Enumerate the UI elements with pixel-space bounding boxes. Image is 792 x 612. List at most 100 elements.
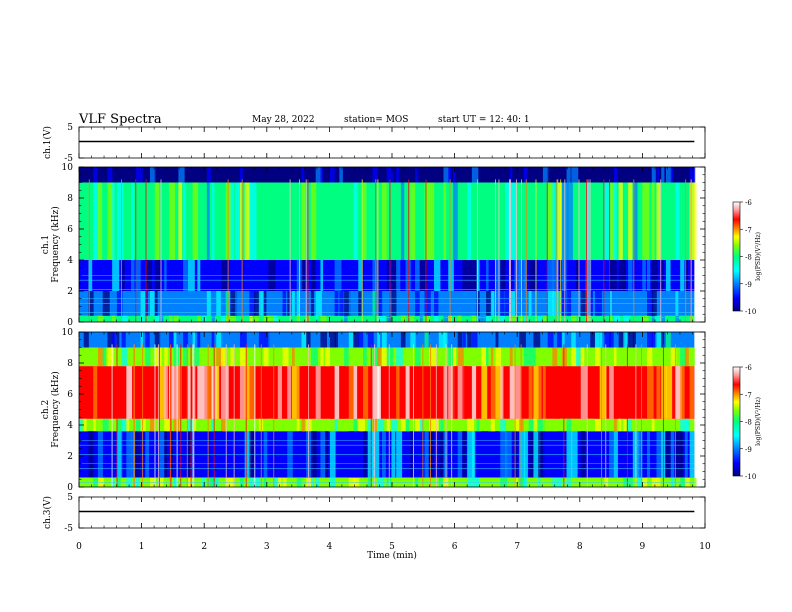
spectrogram-cell bbox=[301, 315, 308, 322]
spectrogram-cell bbox=[613, 418, 617, 432]
spectrogram-cell bbox=[400, 418, 406, 432]
spectrogram-cell bbox=[594, 418, 601, 432]
colorbar-tick-label: -8 bbox=[745, 254, 752, 262]
spectrogram-cell bbox=[386, 418, 390, 432]
spectrogram-cell bbox=[221, 347, 226, 367]
spectrogram-cell bbox=[689, 315, 695, 322]
spectrogram-cell bbox=[623, 332, 628, 348]
spectrogram-cell bbox=[159, 332, 166, 348]
spectrogram-cell bbox=[542, 366, 546, 419]
colorbar-label: log(PSD)(V²/Hz) bbox=[755, 397, 762, 446]
spectrogram-cell bbox=[457, 418, 462, 432]
spectrogram-cell bbox=[594, 167, 602, 183]
spectrogram-cell bbox=[268, 347, 276, 367]
spectrogram-cell bbox=[481, 366, 488, 419]
spectrogram-cell bbox=[514, 418, 521, 432]
spectrogram-cell bbox=[647, 332, 653, 348]
spectrogram-cell bbox=[609, 366, 614, 419]
spectrogram-cell bbox=[566, 182, 573, 260]
spectrogram-cell bbox=[358, 332, 365, 348]
spectrogram-cell bbox=[604, 332, 611, 348]
spectrogram-cell bbox=[254, 315, 260, 322]
spectrogram-cell bbox=[367, 332, 374, 348]
spectrogram-cell bbox=[159, 167, 166, 183]
spectrogram-cell bbox=[680, 347, 687, 367]
spectrogram-cell bbox=[434, 167, 440, 183]
spectrogram-cell bbox=[239, 167, 243, 183]
spectrogram-cell bbox=[609, 315, 613, 322]
spectrogram-cell bbox=[500, 167, 505, 183]
spectrogram-cell bbox=[377, 418, 385, 432]
spectrogram-cell bbox=[599, 167, 603, 183]
spectrogram-cell bbox=[500, 418, 507, 432]
spectrogram-cell bbox=[689, 167, 696, 183]
spectrogram-cell bbox=[538, 315, 543, 322]
x-tick-label: 9 bbox=[640, 542, 646, 552]
y-tick-label: 6 bbox=[67, 225, 73, 235]
spectrogram-cell bbox=[434, 182, 441, 260]
spectrogram-cell bbox=[192, 182, 199, 260]
spectrogram-cell bbox=[339, 418, 347, 432]
spectrogram-cell bbox=[585, 418, 592, 432]
spectrogram-cell bbox=[202, 167, 209, 183]
figure-title: VLF Spectra bbox=[79, 112, 162, 127]
x-tick-label: 6 bbox=[452, 542, 458, 552]
spectrogram-cell bbox=[150, 167, 157, 183]
spectrogram-cell bbox=[481, 315, 487, 322]
spectrogram-cell bbox=[301, 366, 309, 419]
spectrogram-cell bbox=[571, 332, 576, 348]
spectrogram-cell bbox=[613, 315, 621, 322]
spectrogram-cell bbox=[628, 418, 632, 432]
y-tick-label: 6 bbox=[67, 390, 73, 400]
spectrogram-cell bbox=[348, 332, 353, 348]
waveform-frame bbox=[78, 496, 706, 529]
spectrogram-cell bbox=[363, 332, 367, 348]
spectrogram-cell bbox=[216, 315, 219, 322]
spectrogram-cell bbox=[150, 418, 157, 432]
spectrogram-cell bbox=[339, 332, 342, 348]
spectrogram-cell bbox=[102, 418, 109, 432]
spectrogram-cell bbox=[112, 315, 116, 322]
spectrogram-cell bbox=[216, 332, 223, 348]
spectrogram-cell bbox=[154, 315, 161, 322]
spectrogram-cell bbox=[599, 366, 607, 419]
spectrogram-cell bbox=[552, 182, 556, 260]
spectrogram-cell bbox=[405, 332, 410, 348]
spectrogram-cell bbox=[632, 167, 637, 183]
spectrogram-cell bbox=[661, 167, 665, 183]
spectrogram-cell bbox=[462, 366, 469, 419]
spectrogram-cell bbox=[168, 167, 176, 183]
y-tick-label: 2 bbox=[67, 287, 73, 297]
spectrogram-cell bbox=[121, 418, 129, 432]
spectrogram-cell bbox=[206, 182, 210, 260]
spectrogram-cell bbox=[249, 167, 257, 183]
spectrogram-cell bbox=[452, 182, 459, 260]
spectrogram-cell bbox=[386, 347, 394, 367]
spectrogram-cell bbox=[651, 418, 655, 432]
spectrogram-cell bbox=[97, 182, 103, 260]
spectrogram-cell bbox=[88, 167, 95, 183]
spectrogram-cell bbox=[235, 167, 239, 183]
spectrogram-cell bbox=[400, 167, 408, 183]
spectrogram-cell bbox=[244, 182, 251, 260]
station-label: station= MOS bbox=[344, 115, 409, 125]
spectrogram-cell bbox=[244, 366, 250, 419]
spectrogram-cell bbox=[424, 315, 431, 322]
spectrogram-cell bbox=[623, 418, 627, 432]
spectrogram-cell bbox=[410, 332, 416, 348]
spectrogram-cell bbox=[202, 418, 206, 432]
spectrogram-cell bbox=[211, 167, 216, 183]
spectrogram-cell bbox=[561, 418, 569, 432]
spectrogram-cell bbox=[609, 332, 614, 348]
spectrogram-cell bbox=[131, 167, 135, 183]
spectrogram-cell bbox=[197, 366, 205, 419]
spectrogram-cell bbox=[590, 315, 594, 322]
spectrogram-cell bbox=[183, 418, 187, 432]
spectrogram-cell bbox=[599, 332, 603, 348]
spectrogram-cell bbox=[310, 182, 317, 260]
spectrogram-cell bbox=[651, 315, 655, 322]
spectrogram-cell bbox=[509, 167, 513, 183]
spectrogram-cell bbox=[386, 167, 394, 183]
spectrogram-cell bbox=[97, 418, 103, 432]
